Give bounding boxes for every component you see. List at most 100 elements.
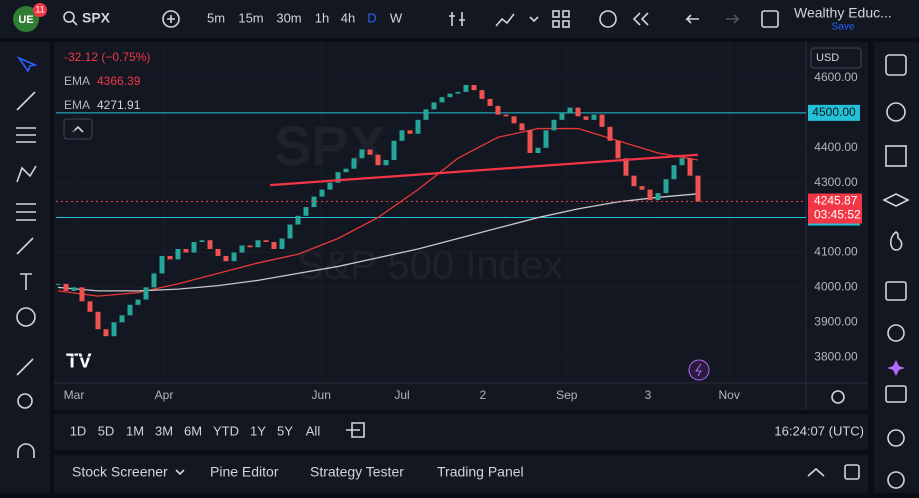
x-tick-label: Jul xyxy=(394,388,409,402)
x-tick-label: Mar xyxy=(64,388,85,402)
forecast-tool[interactable] xyxy=(16,203,36,221)
candle-body xyxy=(159,255,165,274)
interval[interactable]: D xyxy=(367,10,376,25)
dropdown[interactable] xyxy=(529,16,539,23)
range-button[interactable]: 5Y xyxy=(277,423,293,438)
hotlist[interactable] xyxy=(889,231,903,251)
interval[interactable]: W xyxy=(390,10,403,25)
range-button[interactable]: 1Y xyxy=(250,423,266,438)
ai-assistant[interactable] xyxy=(887,360,905,376)
search-icon[interactable] xyxy=(63,11,75,23)
candle-body xyxy=(519,123,525,131)
notifications[interactable] xyxy=(887,471,905,489)
candle-body xyxy=(56,283,61,285)
range-button[interactable]: YTD xyxy=(213,423,239,438)
candle-body xyxy=(567,107,573,113)
layers[interactable] xyxy=(882,193,910,207)
range-button[interactable]: 5D xyxy=(98,423,115,438)
range-button[interactable]: 1D xyxy=(70,423,87,438)
candle-body xyxy=(679,158,685,166)
range-button[interactable]: All xyxy=(306,423,321,438)
logo[interactable] xyxy=(13,6,39,32)
account[interactable]: Wealthy Educ... xyxy=(794,5,892,21)
candle-body xyxy=(215,248,221,256)
indicators[interactable] xyxy=(495,13,515,27)
candle-body xyxy=(111,322,117,337)
goto-date[interactable] xyxy=(346,422,365,438)
candle-body xyxy=(383,159,389,166)
restore-panel[interactable] xyxy=(844,464,860,480)
candle-body xyxy=(143,287,149,300)
candle-body xyxy=(287,224,293,239)
maximize-panel[interactable] xyxy=(807,467,825,477)
symbol[interactable]: SPX xyxy=(82,10,111,26)
candle-body xyxy=(647,189,653,201)
panel-tab[interactable]: Strategy Tester xyxy=(310,464,404,480)
watchlist[interactable] xyxy=(885,54,907,76)
candle-body xyxy=(295,215,301,225)
range-button[interactable]: 6M xyxy=(184,423,202,438)
interval[interactable]: 5m xyxy=(207,10,225,25)
candle-body xyxy=(151,273,157,288)
candle-body xyxy=(167,255,173,260)
range-bar xyxy=(54,414,868,450)
candle-body xyxy=(663,179,669,194)
layout[interactable] xyxy=(552,10,560,18)
brush-tool[interactable] xyxy=(16,237,34,255)
interval[interactable]: 30m xyxy=(276,10,301,25)
emoji-tool[interactable] xyxy=(16,307,36,327)
panel-tab[interactable]: Pine Editor xyxy=(210,464,279,480)
candle-body xyxy=(375,154,381,166)
events-icon[interactable] xyxy=(688,359,710,381)
text-tool[interactable] xyxy=(20,273,32,290)
candle-body xyxy=(503,114,509,117)
undo[interactable] xyxy=(685,14,699,24)
collapse-legend[interactable] xyxy=(63,118,93,140)
interval[interactable]: 4h xyxy=(341,10,355,25)
save[interactable]: Save xyxy=(832,22,855,33)
left-toolbar xyxy=(0,42,50,493)
pattern-tool[interactable] xyxy=(16,165,37,183)
candle-body xyxy=(79,287,85,302)
line-tool[interactable] xyxy=(16,91,36,111)
panel-tab[interactable]: Trading Panel xyxy=(437,464,524,480)
price-change: -32.12 (−0.75%) xyxy=(64,50,150,64)
chat[interactable] xyxy=(885,385,907,403)
cursor-tool[interactable] xyxy=(16,56,38,73)
range-button[interactable]: 3M xyxy=(155,423,173,438)
zoom-tool[interactable] xyxy=(17,393,33,409)
calendar[interactable] xyxy=(885,281,907,301)
level-label: 4500.00 xyxy=(812,105,856,119)
magnet-tool[interactable] xyxy=(17,443,35,458)
interval[interactable]: 15m xyxy=(238,10,263,25)
range-button[interactable]: 1M xyxy=(126,423,144,438)
screener-dropdown[interactable] xyxy=(175,469,185,476)
currency-box[interactable] xyxy=(810,47,862,69)
fullscreen[interactable] xyxy=(761,10,779,28)
replay[interactable] xyxy=(632,12,649,26)
interval[interactable]: 1h xyxy=(315,10,329,25)
alert[interactable] xyxy=(599,10,617,28)
data-window[interactable] xyxy=(885,145,907,167)
y-tick-label: 3900.00 xyxy=(814,314,858,328)
events-bolt xyxy=(695,363,702,377)
redo[interactable] xyxy=(726,14,740,24)
panel-tab[interactable]: Stock Screener xyxy=(72,464,168,480)
help[interactable] xyxy=(887,429,905,447)
candle-body xyxy=(631,175,637,187)
fib-tool[interactable] xyxy=(16,127,36,143)
alerts[interactable] xyxy=(886,102,906,122)
chart-type[interactable] xyxy=(449,12,465,26)
watermark: SPX xyxy=(274,114,386,177)
candle-body xyxy=(599,114,605,127)
ideas[interactable] xyxy=(887,324,905,342)
candle-body xyxy=(263,240,269,242)
candle-body xyxy=(231,252,237,262)
add-symbol[interactable] xyxy=(162,10,180,28)
y-tick-label: 4600.00 xyxy=(814,70,858,84)
settings[interactable] xyxy=(831,390,845,404)
measure-tool[interactable] xyxy=(16,358,34,376)
candle-body xyxy=(343,168,349,173)
x-tick-label: Apr xyxy=(155,388,174,402)
candle-body xyxy=(559,112,565,120)
